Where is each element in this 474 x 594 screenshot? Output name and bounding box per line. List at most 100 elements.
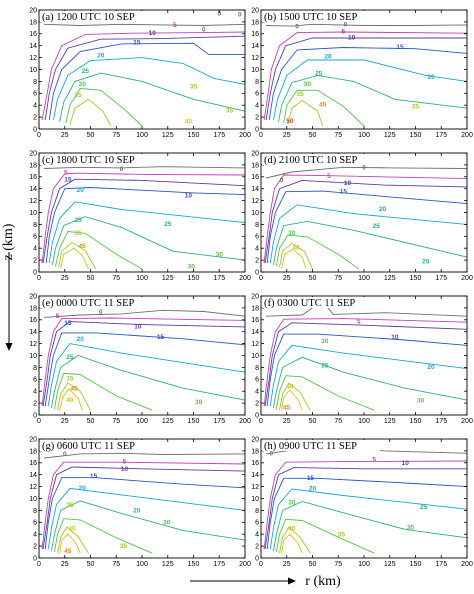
contour-35 [57, 382, 91, 411]
contour-20 [269, 204, 468, 264]
y-tick-label: 2 [255, 115, 259, 122]
contour-label: 10 [348, 35, 356, 42]
contour-25 [59, 72, 246, 122]
contour-label: 15 [307, 475, 315, 482]
contour-label: 15 [133, 39, 141, 46]
x-tick-label: 150 [188, 561, 200, 568]
contour-25 [278, 74, 468, 122]
y-tick-label: 0 [255, 412, 259, 419]
y-tick-label: 2 [255, 544, 259, 551]
x-tick-label: 100 [136, 418, 148, 425]
x-tick-label: 100 [358, 561, 370, 568]
x-tick-label: 25 [283, 275, 291, 282]
contour-label: 40 [66, 397, 74, 404]
y-tick-label: 20 [29, 150, 37, 157]
contour-label: 35 [226, 107, 234, 114]
contour-25 [272, 220, 468, 265]
x-tick-label: 175 [213, 132, 225, 139]
x-tick-label: 150 [188, 275, 200, 282]
y-tick-label: 12 [29, 484, 37, 491]
panel-frame [38, 438, 246, 559]
contour-40 [59, 533, 81, 554]
y-tick-label: 4 [33, 103, 37, 110]
y-tick-label: 2 [33, 401, 37, 408]
x-tick-label: 100 [136, 275, 148, 282]
y-tick-label: 4 [255, 389, 259, 396]
y-tick-label: 8 [33, 79, 37, 86]
contour-label: 0 [202, 26, 206, 33]
contour-30 [275, 375, 375, 411]
x-tick-label: 100 [136, 561, 148, 568]
x-tick-label: 125 [162, 418, 174, 425]
y-tick-label: 0 [33, 126, 37, 133]
contour-label: 15 [64, 320, 72, 327]
contour-label: 0 [217, 10, 221, 17]
x-tick-label: 200 [239, 275, 251, 282]
contour-label: 30 [288, 499, 296, 506]
contour-25 [272, 501, 468, 551]
x-tick-label: 0 [259, 561, 263, 568]
y-tick-label: 4 [255, 532, 259, 539]
contour-label: 25 [75, 217, 83, 224]
x-axis-label: r (km) [305, 574, 341, 589]
y-tick-label: 8 [33, 365, 37, 372]
contour-label: 35 [75, 230, 83, 237]
x-tick-label: 75 [112, 275, 120, 282]
contour-15 [44, 477, 246, 550]
y-tick-label: 4 [255, 246, 259, 253]
y-tick-label: 14 [251, 43, 259, 50]
contour-label: 5 [56, 313, 60, 320]
contour-25 [50, 355, 246, 408]
y-tick-label: 14 [251, 472, 259, 479]
x-tick-label: 50 [87, 275, 95, 282]
x-tick-label: 125 [162, 132, 174, 139]
x-tick-label: 25 [283, 561, 291, 568]
y-tick-label: 18 [251, 162, 259, 169]
contour-label: 40 [292, 244, 300, 251]
contour-label: 10 [402, 460, 410, 467]
x-tick-label: 150 [410, 132, 422, 139]
contour-label: 25 [66, 354, 74, 361]
x-tick-label: 125 [162, 561, 174, 568]
contour-label: 0 [280, 177, 284, 184]
y-tick-label: 18 [29, 19, 37, 26]
contour-label: 30 [321, 338, 329, 345]
x-tick-label: 200 [461, 275, 473, 282]
x-tick-label: 175 [435, 561, 447, 568]
contour-35 [279, 242, 313, 270]
contour-label: 20 [427, 74, 435, 81]
contour-25 [272, 356, 468, 408]
contour-label: 50 [286, 118, 294, 125]
y-tick-label: 8 [255, 508, 259, 515]
y-tick-label: 16 [29, 174, 37, 181]
y-tick-label: 20 [29, 436, 37, 443]
y-tick-label: 12 [29, 341, 37, 348]
contour-35 [287, 99, 324, 127]
y-tick-label: 8 [33, 508, 37, 515]
x-tick-label: 200 [239, 561, 251, 568]
y-tick-label: 18 [29, 448, 37, 455]
x-tick-label: 150 [188, 418, 200, 425]
contour-label: 5 [64, 169, 68, 176]
x-tick-label: 175 [213, 418, 225, 425]
x-tick-label: 25 [61, 561, 69, 568]
contour-label: 40 [68, 526, 76, 533]
x-tick-label: 150 [410, 561, 422, 568]
contour-10 [42, 321, 246, 407]
x-tick-label: 125 [384, 132, 396, 139]
y-tick-label: 2 [33, 115, 37, 122]
contour-label: 45 [64, 548, 72, 555]
y-tick-label: 20 [251, 293, 259, 300]
y-tick-label: 10 [29, 67, 37, 74]
panel-title-background [40, 297, 158, 308]
x-tick-label: 50 [309, 561, 317, 568]
contour-10 [42, 178, 246, 264]
contour-15 [45, 187, 246, 264]
y-tick-label: 8 [255, 222, 259, 229]
contour-label: 45 [79, 243, 87, 250]
y-tick-label: 10 [29, 496, 37, 503]
y-axis-label: z (km) [1, 223, 16, 260]
x-tick-label: 0 [259, 132, 263, 139]
